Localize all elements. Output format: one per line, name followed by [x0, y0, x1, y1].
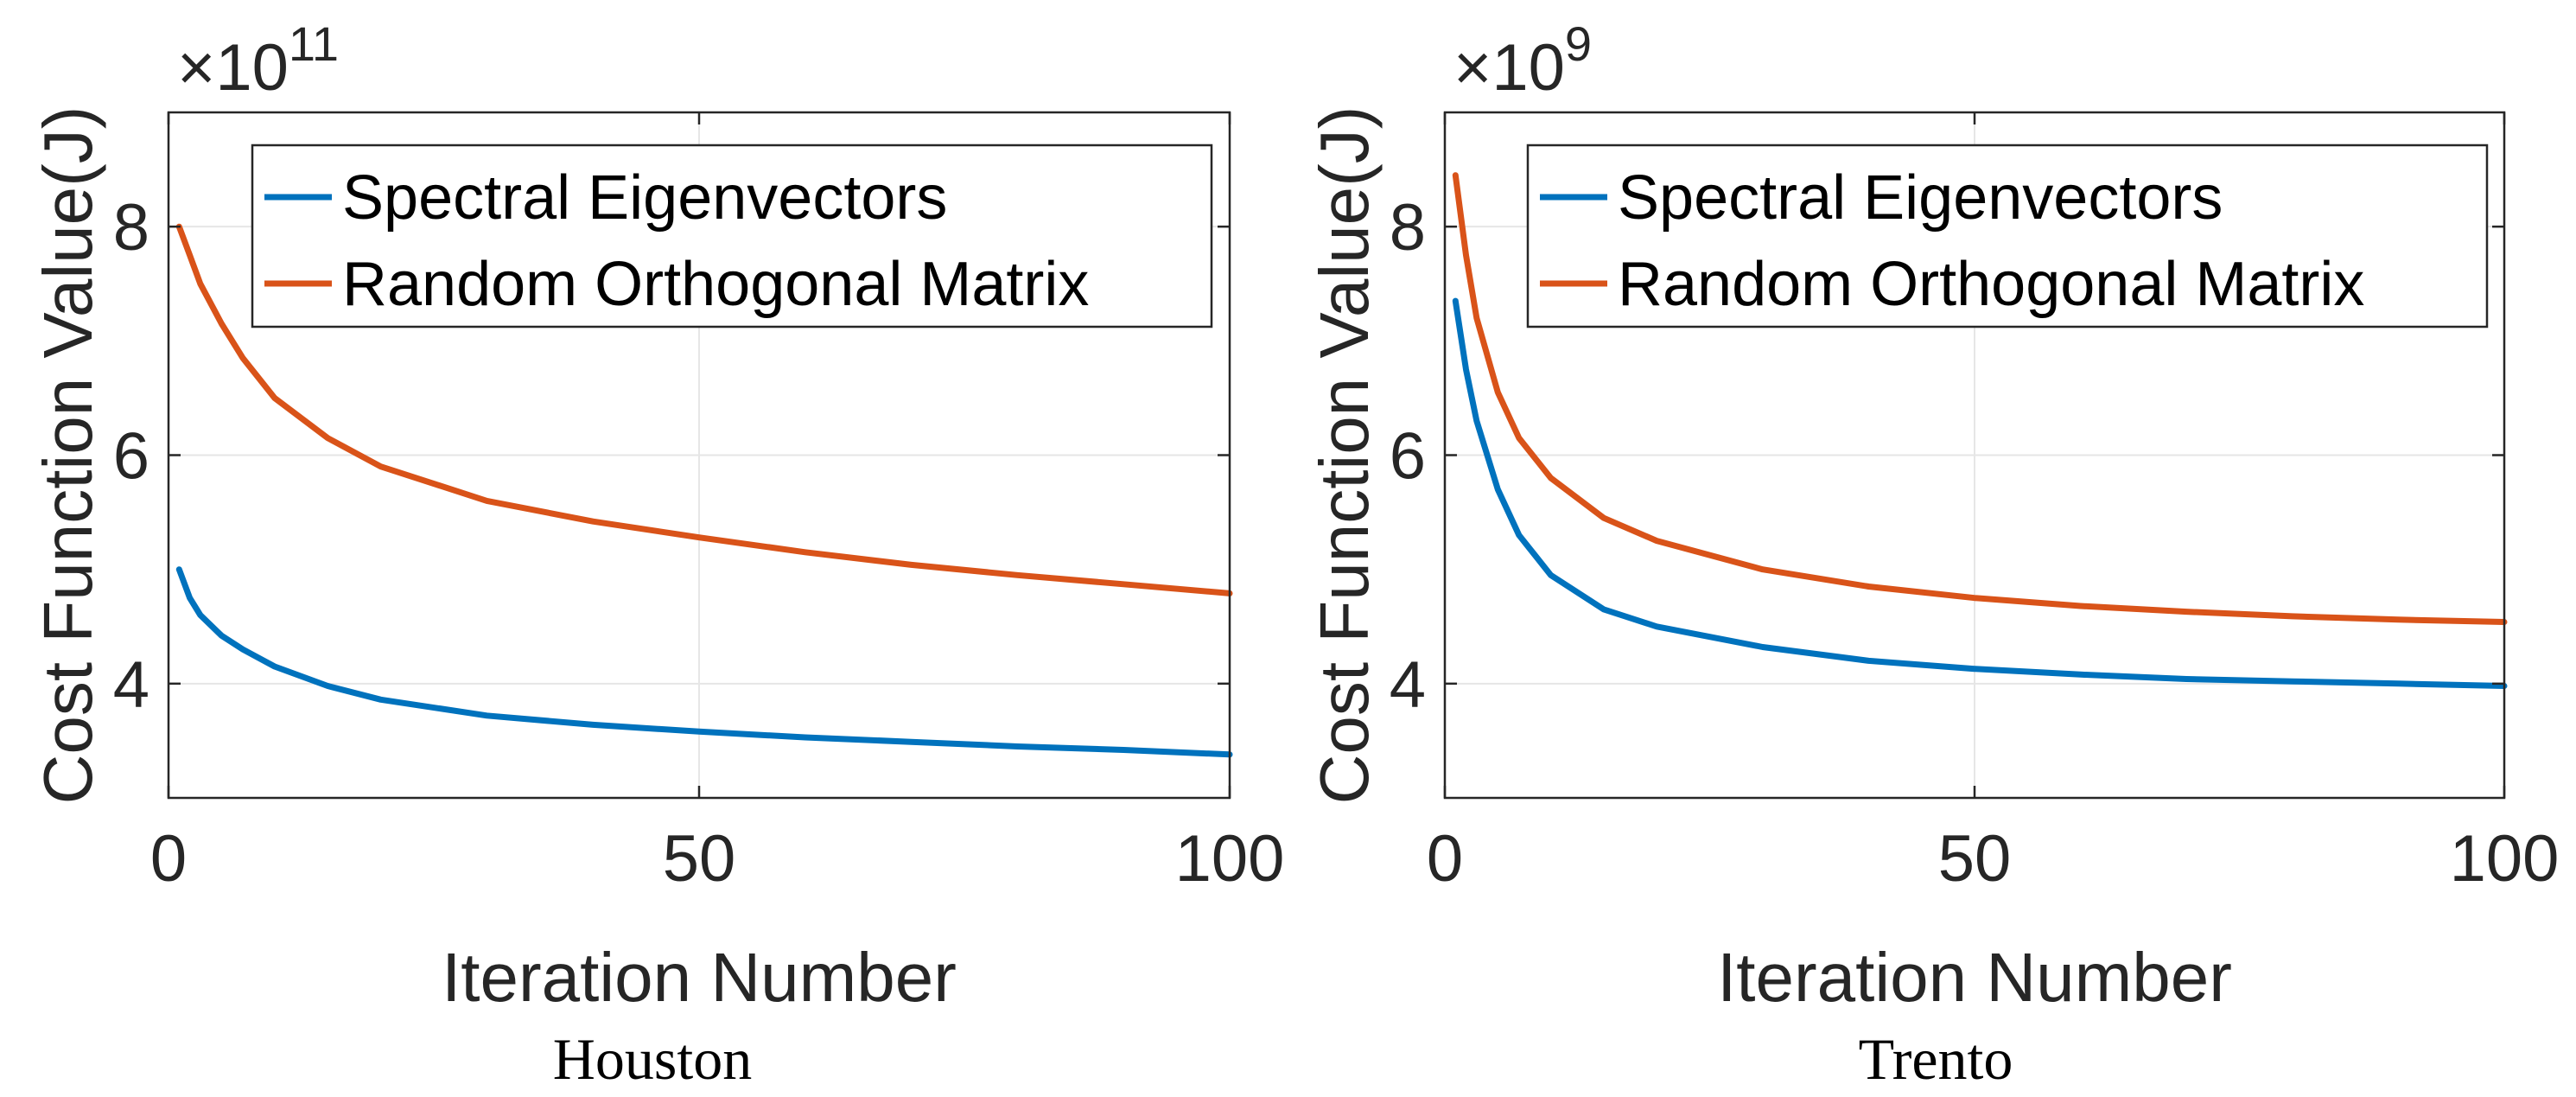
legend: Spectral Eigenvectors Random Orthogonal M…	[1526, 144, 2489, 328]
x-tick-label: 0	[1427, 822, 1463, 896]
legend-label-random: Random Orthogonal Matrix	[1618, 250, 2364, 319]
y-tick-label: 8	[113, 191, 149, 265]
axis-exponent: ×109	[1453, 16, 1592, 105]
series-line-random	[175, 223, 1233, 596]
legend: Spectral Eigenvectors Random Orthogonal M…	[251, 144, 1213, 328]
panel-caption: Houston	[553, 1026, 752, 1092]
legend-label-spectral: Spectral Eigenvectors	[1618, 163, 2223, 233]
legend-label-spectral: Spectral Eigenvectors	[342, 163, 947, 233]
series-line-spectral	[175, 566, 1233, 758]
x-tick-label: 100	[1175, 822, 1285, 896]
legend-box	[1526, 144, 2489, 328]
legend-box	[251, 144, 1213, 328]
x-axis-label: Iteration Number	[1717, 939, 2232, 1016]
series-line-random	[1452, 172, 2508, 625]
axis-exponent: ×1011	[177, 16, 339, 105]
x-tick-label: 100	[2450, 822, 2560, 896]
series-line-spectral	[1452, 297, 2508, 689]
y-tick-label: 8	[1390, 191, 1426, 265]
panel-caption: Trento	[1859, 1026, 2013, 1092]
houston-panel: 0 50 100 4 6 8 ×1011 Iteration Number Cost Funct…	[29, 16, 1284, 1092]
legend-label-random: Random Orthogonal Matrix	[342, 250, 1089, 319]
exponent-base: ×10	[1453, 31, 1565, 105]
y-axis-label: Cost Function Value(J)	[1306, 106, 1383, 805]
x-axis-label: Iteration Number	[442, 939, 957, 1016]
x-tick-label: 0	[150, 822, 187, 896]
trento-panel: 0 50 100 4 6 8 ×109 Iteration Number Cost Functi…	[1306, 16, 2559, 1092]
exponent-power: 9	[1565, 16, 1592, 71]
x-tick-label: 50	[663, 822, 736, 896]
exponent-base: ×10	[177, 31, 289, 105]
exponent-power: 11	[289, 16, 339, 71]
y-tick-label: 4	[1390, 648, 1426, 722]
y-tick-label: 4	[113, 648, 149, 722]
y-tick-label: 6	[113, 420, 149, 494]
y-axis-label: Cost Function Value(J)	[29, 106, 106, 805]
y-tick-label: 6	[1390, 420, 1426, 494]
x-tick-label: 50	[1938, 822, 2012, 896]
